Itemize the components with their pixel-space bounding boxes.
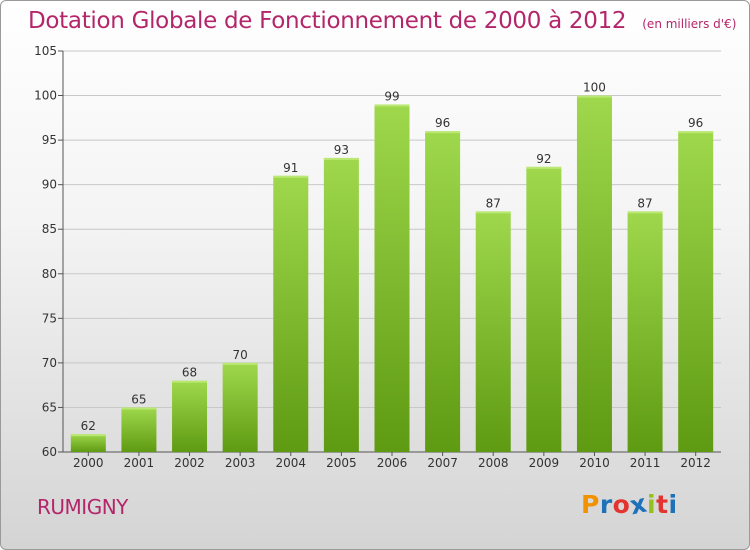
commune-name: RUMIGNY <box>37 495 128 519</box>
proxiti-logo: Proxiti <box>581 489 678 521</box>
bar-highlight <box>678 131 714 134</box>
title-text: Dotation Globale de Fonctionnement de 20… <box>28 8 627 34</box>
bar-highlight <box>70 434 106 437</box>
y-tick-label: 60 <box>42 445 57 459</box>
value-label: 62 <box>81 419 96 433</box>
x-tick-label: 2009 <box>529 456 560 470</box>
y-tick-label: 105 <box>34 44 57 58</box>
value-label: 70 <box>233 348 248 362</box>
bar <box>70 434 106 452</box>
logo-letter: i <box>668 490 678 519</box>
x-tick-label: 2006 <box>377 456 408 470</box>
value-label: 99 <box>384 89 399 103</box>
logo-letter: P <box>581 490 600 519</box>
value-label: 91 <box>283 161 298 175</box>
bar <box>323 157 359 452</box>
bar <box>627 211 663 452</box>
y-tick-label: 75 <box>42 311 57 325</box>
x-tick-label: 2012 <box>680 456 711 470</box>
y-tick-label: 70 <box>42 356 57 370</box>
labels: 62 2000 65 2001 68 2002 70 2003 91 2004 93 2005 99 20… <box>73 81 711 470</box>
logo-letter: r <box>599 490 613 519</box>
chart-title: Dotation Globale de Fonctionnement de 20… <box>28 8 736 34</box>
bar <box>678 131 714 452</box>
bar <box>526 166 562 452</box>
bar-highlight <box>475 211 511 214</box>
x-tick-label: 2007 <box>427 456 458 470</box>
y-tick-label: 65 <box>42 400 57 414</box>
bar-highlight <box>273 175 309 178</box>
bar-highlight <box>121 407 157 410</box>
bar <box>121 407 157 452</box>
x-tick-label: 2005 <box>326 456 357 470</box>
bar-highlight <box>425 131 461 134</box>
y-tick-label: 90 <box>42 178 57 192</box>
bar-highlight <box>222 362 258 365</box>
bar-highlight <box>323 157 359 160</box>
x-tick-label: 2011 <box>630 456 661 470</box>
value-label: 96 <box>435 116 450 130</box>
bar-highlight <box>374 104 410 107</box>
y-tick-label: 85 <box>42 222 57 236</box>
y-tick-label: 100 <box>34 89 57 103</box>
value-label: 93 <box>334 143 349 157</box>
bar <box>273 175 309 452</box>
unit-label: (en milliers d'€) <box>642 17 737 31</box>
value-label: 100 <box>583 81 606 95</box>
value-label: 87 <box>486 196 501 210</box>
bar <box>425 131 461 452</box>
value-label: 96 <box>688 116 703 130</box>
x-tick-label: 2010 <box>579 456 610 470</box>
bar-highlight <box>526 166 562 169</box>
bar <box>374 104 410 452</box>
x-tick-label: 2002 <box>174 456 205 470</box>
y-tick-label: 95 <box>42 133 57 147</box>
logo-letter: t <box>656 490 669 519</box>
logo-letter: i <box>647 490 657 519</box>
bar-highlight <box>576 95 612 98</box>
x-tick-label: 2000 <box>73 456 104 470</box>
x-tick-label: 2003 <box>225 456 256 470</box>
logo-letter: o <box>612 490 631 519</box>
bar <box>172 380 208 452</box>
bar <box>475 211 511 452</box>
bar <box>222 362 258 452</box>
value-label: 92 <box>536 152 551 166</box>
value-label: 68 <box>182 366 197 380</box>
bar-highlight <box>627 211 663 214</box>
value-label: 65 <box>131 392 146 406</box>
value-label: 87 <box>637 196 652 210</box>
bar <box>576 95 612 453</box>
y-tick-label: 80 <box>42 267 57 281</box>
x-tick-label: 2008 <box>478 456 509 470</box>
x-tick-label: 2001 <box>124 456 155 470</box>
x-tick-label: 2004 <box>275 456 306 470</box>
bars <box>70 95 714 453</box>
bar-highlight <box>172 380 208 383</box>
